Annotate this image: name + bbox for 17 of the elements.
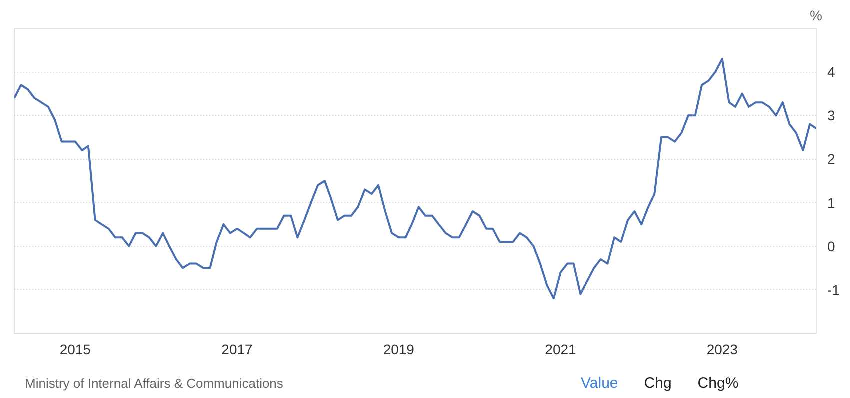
y-tick-label: 1	[828, 194, 836, 211]
text: Ministry of Internal Affairs & Communications	[25, 375, 284, 393]
text: Chg%	[698, 375, 739, 392]
y-tick-label: -1	[828, 282, 840, 298]
y-tick-label: 3	[828, 108, 836, 124]
y-tick-label: 0	[828, 238, 836, 254]
y-tick-label: 4	[828, 64, 836, 80]
x-tick-label: 2019	[383, 342, 415, 358]
y-tick-label: 2	[828, 151, 836, 168]
text: Chg	[644, 375, 672, 392]
x-tick-label: 2015	[60, 342, 92, 358]
line-series	[14, 58, 816, 300]
x-tick-label: 2021	[545, 342, 577, 358]
x-tick-label: 2017	[222, 342, 254, 358]
text: Value	[581, 375, 618, 392]
x-tick-label: 2023	[706, 342, 738, 358]
y-axis-title: %	[810, 8, 823, 24]
